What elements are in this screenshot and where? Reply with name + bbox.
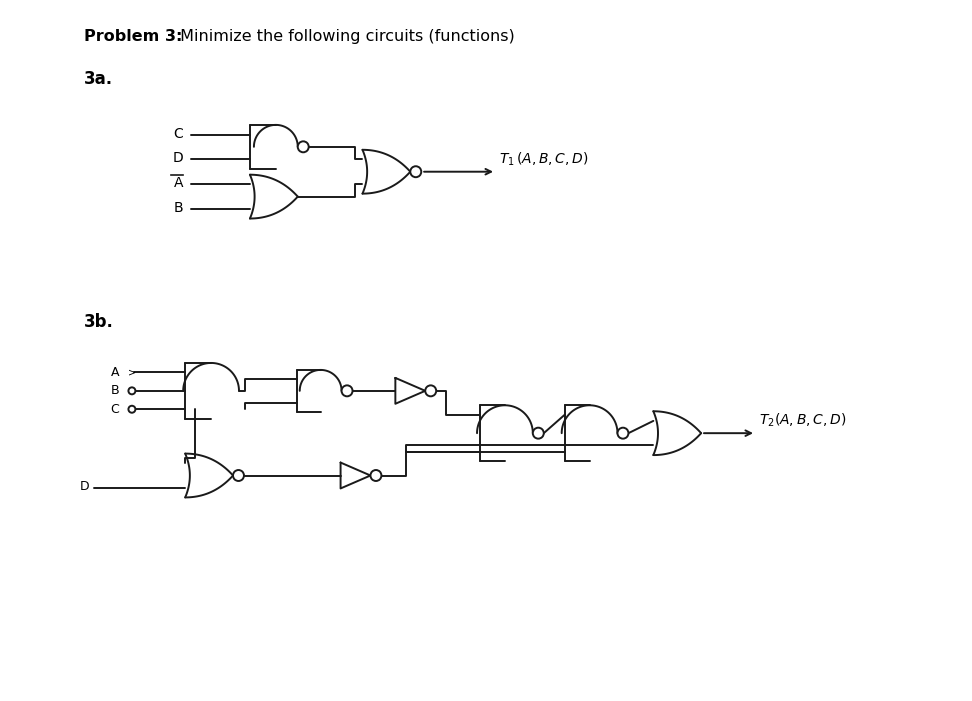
Text: D: D	[80, 480, 89, 494]
Text: $T_2(A,B,C,D)$: $T_2(A,B,C,D)$	[759, 411, 847, 429]
Circle shape	[128, 388, 135, 395]
Text: B: B	[111, 384, 120, 397]
Text: C: C	[173, 127, 183, 140]
Text: Problem 3:: Problem 3:	[84, 29, 182, 44]
Text: 3a.: 3a.	[84, 70, 113, 88]
Circle shape	[425, 386, 436, 396]
Text: B: B	[174, 201, 183, 215]
Text: A: A	[174, 177, 183, 191]
Circle shape	[617, 428, 629, 439]
Circle shape	[341, 386, 353, 396]
Circle shape	[410, 166, 421, 177]
Text: $T_1\,(A,B,C,D)$: $T_1\,(A,B,C,D)$	[499, 150, 589, 168]
Text: A: A	[111, 366, 120, 379]
Circle shape	[297, 142, 309, 152]
Text: 3b.: 3b.	[84, 313, 114, 331]
Circle shape	[533, 428, 543, 439]
Text: >: >	[128, 367, 136, 377]
Text: C: C	[111, 403, 120, 416]
Text: Minimize the following circuits (functions): Minimize the following circuits (functio…	[175, 29, 515, 44]
Text: D: D	[172, 151, 183, 165]
Circle shape	[370, 470, 381, 481]
Circle shape	[233, 470, 244, 481]
Circle shape	[128, 406, 135, 413]
